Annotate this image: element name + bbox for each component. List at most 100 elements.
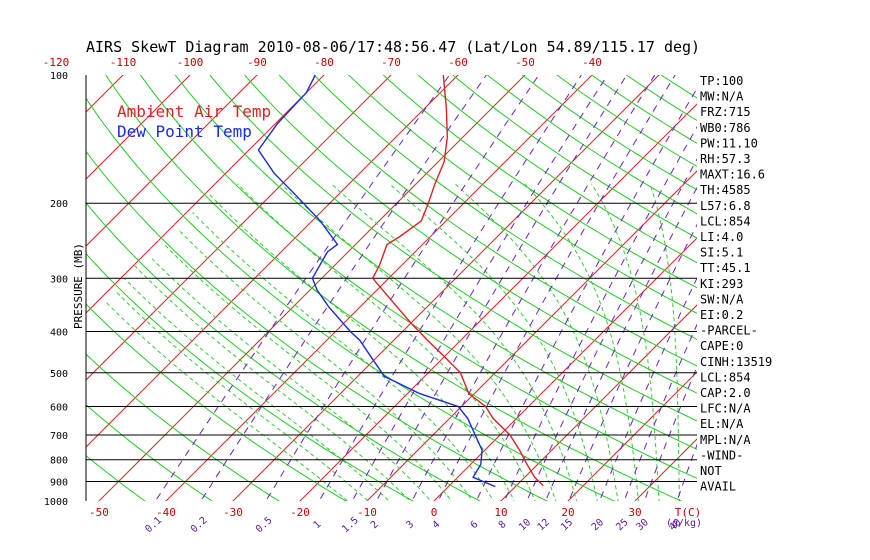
moist-adiabat-line [388,183,598,501]
ambient-air-temp-line [371,75,544,487]
top-temperature-tick-label: -40 [582,56,602,69]
index-entry: CAP:2.0 [700,386,751,400]
index-entry: NOT [700,464,722,478]
index-entry: RH:57.3 [700,152,751,166]
isotherm-line [299,103,697,501]
index-entry: TP:100 [700,74,743,88]
index-entry: AVAIL [700,480,736,494]
top-temperature-tick-label: -110 [110,56,137,69]
mixing-ratio-tick-label: 10 [517,517,533,533]
mixing-ratio-tick-label: 0.5 [254,515,275,535]
index-entry: LI:4.0 [700,230,743,244]
top-temperature-tick-label: -100 [177,56,204,69]
top-temperature-tick-label: -70 [381,56,401,69]
bottom-temperature-tick-label: 0 [431,506,438,519]
index-entry: -PARCEL- [700,324,758,338]
isotherm-line [232,75,660,501]
mixing-ratio-tick-label: 8 [497,519,509,531]
bottom-temperature-ticks: -50 -40 -30 -20 -10 0 10 20 30 T(C) [89,506,701,519]
bottom-temperature-tick-label: -50 [89,506,109,519]
isotherm-line [86,75,392,381]
moist-adiabat-line [760,184,808,510]
mixing-ratio-tick-label: 20 [590,517,606,533]
index-entry: LCL:854 [700,370,751,384]
bottom-temperature-tick-label: -40 [156,506,176,519]
chart-title: AIRS SkewT Diagram 2010-08-06/17:48:56.4… [86,38,700,56]
legend-entry: Dew Point Temp [117,122,252,141]
isotherm-line [86,75,191,180]
index-entry: PW:11.10 [700,136,758,150]
mixing-ratio-tick-label: 1 [312,519,324,531]
thermo-grid [86,66,870,511]
index-entry: SW:N/A [700,292,744,306]
mixing-ratio-line [568,223,697,501]
mixing-ratio-line [200,75,487,501]
index-entry: MAXT:16.6 [700,168,765,182]
moist-adiabat-line [236,183,536,501]
mixing-ratio-line [503,126,697,501]
moist-adiabat-line [280,183,557,501]
moist-adiabat-line [208,193,515,501]
mixing-ratio-line [318,75,582,501]
moist-adiabat-line [330,183,578,501]
bottom-temperature-tick-label: -30 [223,506,243,519]
dry-adiabat-line [521,75,697,191]
mixing-ratio-line [643,365,697,501]
index-entry: SI:5.1 [700,246,743,260]
index-entry: EL:N/A [700,417,744,431]
index-entry: L57:6.8 [700,199,751,213]
dry-adiabat-line [86,303,347,501]
top-temperature-tick-label: -60 [448,56,468,69]
dry-adiabat-line [417,75,697,264]
isotherm-line [433,237,697,501]
top-temperature-tick-label: -80 [314,56,334,69]
moist-adiabat-line [740,184,776,510]
profile-series [257,75,544,488]
pressure-tick-label: 300 [50,274,68,285]
mixing-ratio-tick-label: 6 [469,519,481,531]
dry-adiabat-line [86,150,549,501]
moist-adiabat-line [104,301,349,501]
moist-adiabat-line [164,244,453,501]
mixing-ratio-tick-label: 30 [635,517,651,533]
bottom-temperature-tick-label: -10 [357,506,377,519]
mixing-ratio-line [411,75,656,501]
isotherm-line [567,371,697,501]
bottom-temperature-tick-label: 20 [561,506,574,519]
dry-adiabat-line [278,75,697,367]
pressure-tick-label: 200 [50,199,68,210]
index-entry: EI:0.2 [700,308,743,322]
dry-adiabat-line [244,75,697,394]
moist-adiabat-line [114,289,369,501]
bottom-temperature-tick-label: -20 [290,506,310,519]
dry-adiabat-line [86,404,213,501]
dry-adiabat-line [209,75,697,422]
moist-adiabat-line [524,183,640,501]
pressure-tick-label: 1000 [44,497,68,508]
mixing-ratio-unit: (g/kg) [666,518,702,529]
index-entry: MPL:N/A [700,433,751,447]
mixing-ratio-line [544,186,697,501]
index-entry: -WIND- [700,448,743,462]
isotherm-line [760,66,870,511]
index-entry: FRZ:715 [700,105,751,119]
pressure-tick-label: 800 [50,456,68,467]
moist-adiabat-line [134,265,411,501]
bottom-temperature-tick-label: 30 [628,506,641,519]
dry-adiabat-line [174,75,697,450]
mixing-ratio-tick-label: 15 [559,517,575,533]
pressure-tick-label: 400 [50,327,68,338]
index-entry: WB0:786 [700,121,751,135]
mixing-ratio-tick-label: 0.2 [189,515,210,535]
index-entry: TH:4585 [700,183,751,197]
mixing-ratio-line [265,75,540,501]
bottom-temperature-unit: T(C) [675,506,702,519]
top-temperature-tick-label: -50 [515,56,535,69]
mixing-ratio-tick-label: 12 [536,517,552,533]
mixing-ratio-line [475,87,697,501]
dew-point-temp-line [257,75,496,488]
moist-adiabat-line [649,183,680,501]
legend-entry: Ambient Air Temp [117,102,271,121]
moist-adiabat-line [192,211,494,501]
